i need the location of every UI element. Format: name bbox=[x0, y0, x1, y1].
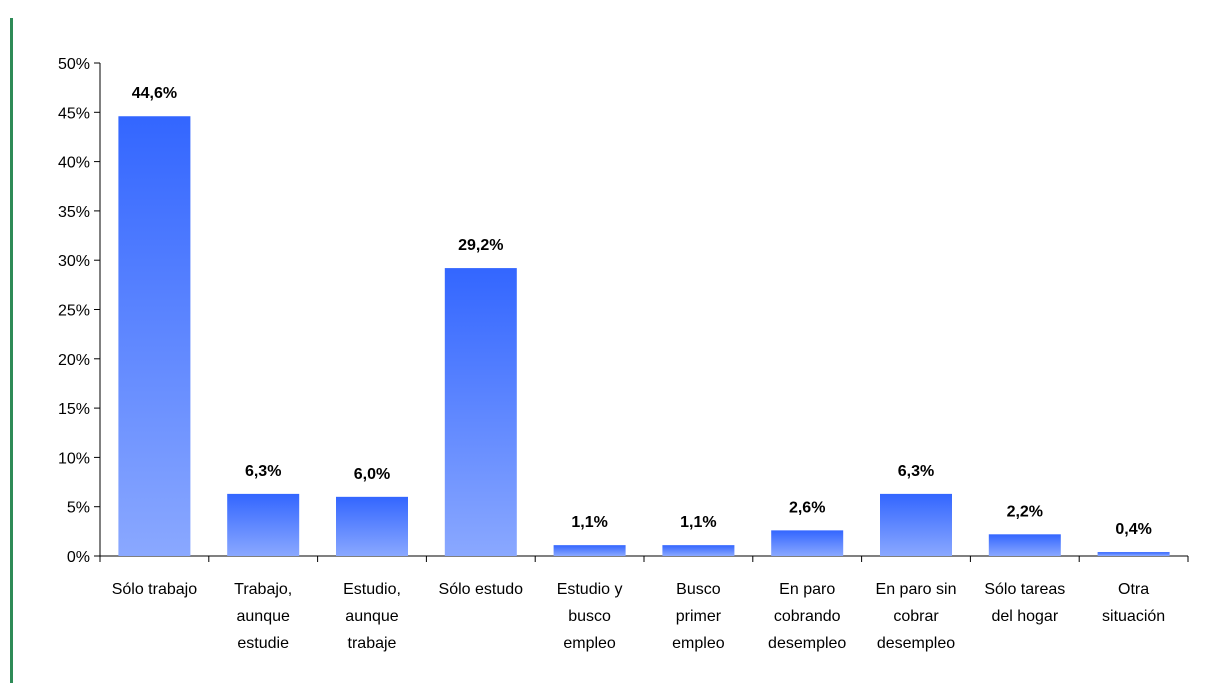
category-label-line: estudie bbox=[237, 635, 289, 652]
category-label: Sólo tareas del hogar bbox=[984, 581, 1065, 625]
category-label: Trabajo, aunque estudie bbox=[234, 581, 292, 652]
category-label-line: desempleo bbox=[877, 635, 955, 652]
category-label-line: empleo bbox=[672, 635, 725, 652]
data-label: 0,4% bbox=[1115, 521, 1151, 538]
bar bbox=[988, 534, 1061, 556]
y-tick-label: 20% bbox=[58, 352, 90, 369]
bar bbox=[444, 268, 517, 556]
category-label-line: cobrar bbox=[893, 608, 939, 625]
y-tick-label: 40% bbox=[58, 155, 90, 172]
data-label: 1,1% bbox=[571, 514, 607, 531]
category-label: Busco primer empleo bbox=[672, 581, 725, 652]
bar bbox=[118, 116, 191, 556]
category-labels: Sólo trabajo Trabajo, aunque estudie Estudio… bbox=[112, 581, 1165, 652]
category-label: Sólo trabajo bbox=[112, 581, 197, 598]
data-label: 6,3% bbox=[245, 463, 281, 480]
y-tick-label: 15% bbox=[58, 401, 90, 418]
data-label: 44,6% bbox=[132, 85, 177, 102]
bars bbox=[118, 116, 1170, 556]
category-label-line: Busco bbox=[676, 581, 721, 598]
bar bbox=[553, 545, 626, 556]
category-label-line: del hogar bbox=[991, 608, 1058, 625]
category-label-line: primer bbox=[676, 608, 722, 625]
frame-left-line bbox=[10, 18, 13, 683]
y-axis: 0% 5% 10% 15% 20% 25% 30% 35% 40% 45% 50% bbox=[58, 56, 101, 566]
y-tick-label: 25% bbox=[58, 303, 90, 320]
category-label-line: aunque bbox=[345, 608, 398, 625]
category-label-line: Estudio, bbox=[343, 581, 401, 598]
category-label: Estudio, aunque trabaje bbox=[343, 581, 401, 652]
data-label: 29,2% bbox=[458, 237, 503, 254]
y-tick-label: 30% bbox=[58, 253, 90, 270]
data-labels: 44,6% 6,3% 6,0% 29,2% 1,1% 1,1% 2,6% 6,3% 2,2% 0,… bbox=[132, 85, 1152, 538]
category-label: Sólo estudo bbox=[439, 581, 524, 598]
y-tick-label: 10% bbox=[58, 450, 90, 467]
data-label: 2,2% bbox=[1007, 503, 1043, 520]
category-label-line: situación bbox=[1102, 608, 1165, 625]
bar bbox=[227, 493, 300, 556]
category-label: Estudio y busco empleo bbox=[557, 581, 623, 652]
x-axis bbox=[99, 555, 1189, 562]
category-label-line: En paro sin bbox=[876, 581, 957, 598]
y-tick-label: 45% bbox=[58, 105, 90, 122]
category-label-line: Otra bbox=[1118, 581, 1149, 598]
data-label: 6,0% bbox=[354, 466, 390, 483]
category-label: Otra situación bbox=[1102, 581, 1165, 625]
bar bbox=[1097, 552, 1170, 556]
category-label: En paro cobrando desempleo bbox=[768, 581, 846, 652]
bar bbox=[880, 493, 952, 556]
category-label-line: desempleo bbox=[768, 635, 846, 652]
y-tick-label: 35% bbox=[58, 204, 90, 221]
category-label-line: empleo bbox=[563, 635, 616, 652]
data-label: 1,1% bbox=[680, 514, 716, 531]
data-label: 6,3% bbox=[898, 463, 934, 480]
category-label: En paro sin cobrar desempleo bbox=[876, 581, 957, 652]
bar bbox=[336, 496, 408, 556]
category-label-line: Trabajo, bbox=[234, 581, 292, 598]
category-label-line: En paro bbox=[779, 581, 835, 598]
category-label-line: aunque bbox=[237, 608, 290, 625]
category-label-line: trabaje bbox=[348, 635, 397, 652]
y-tick-label: 50% bbox=[58, 56, 90, 73]
category-label-line: Sólo tareas bbox=[984, 581, 1065, 598]
bar bbox=[662, 545, 735, 556]
y-tick-label: 0% bbox=[67, 549, 90, 566]
category-label-line: Sólo estudo bbox=[439, 581, 524, 598]
bar bbox=[771, 530, 844, 556]
category-label-line: cobrando bbox=[774, 608, 841, 625]
category-label-line: Sólo trabajo bbox=[112, 581, 197, 598]
y-tick-label: 5% bbox=[67, 500, 90, 517]
category-label-line: Estudio y bbox=[557, 581, 623, 598]
category-label-line: busco bbox=[568, 608, 611, 625]
data-label: 2,6% bbox=[789, 499, 825, 516]
